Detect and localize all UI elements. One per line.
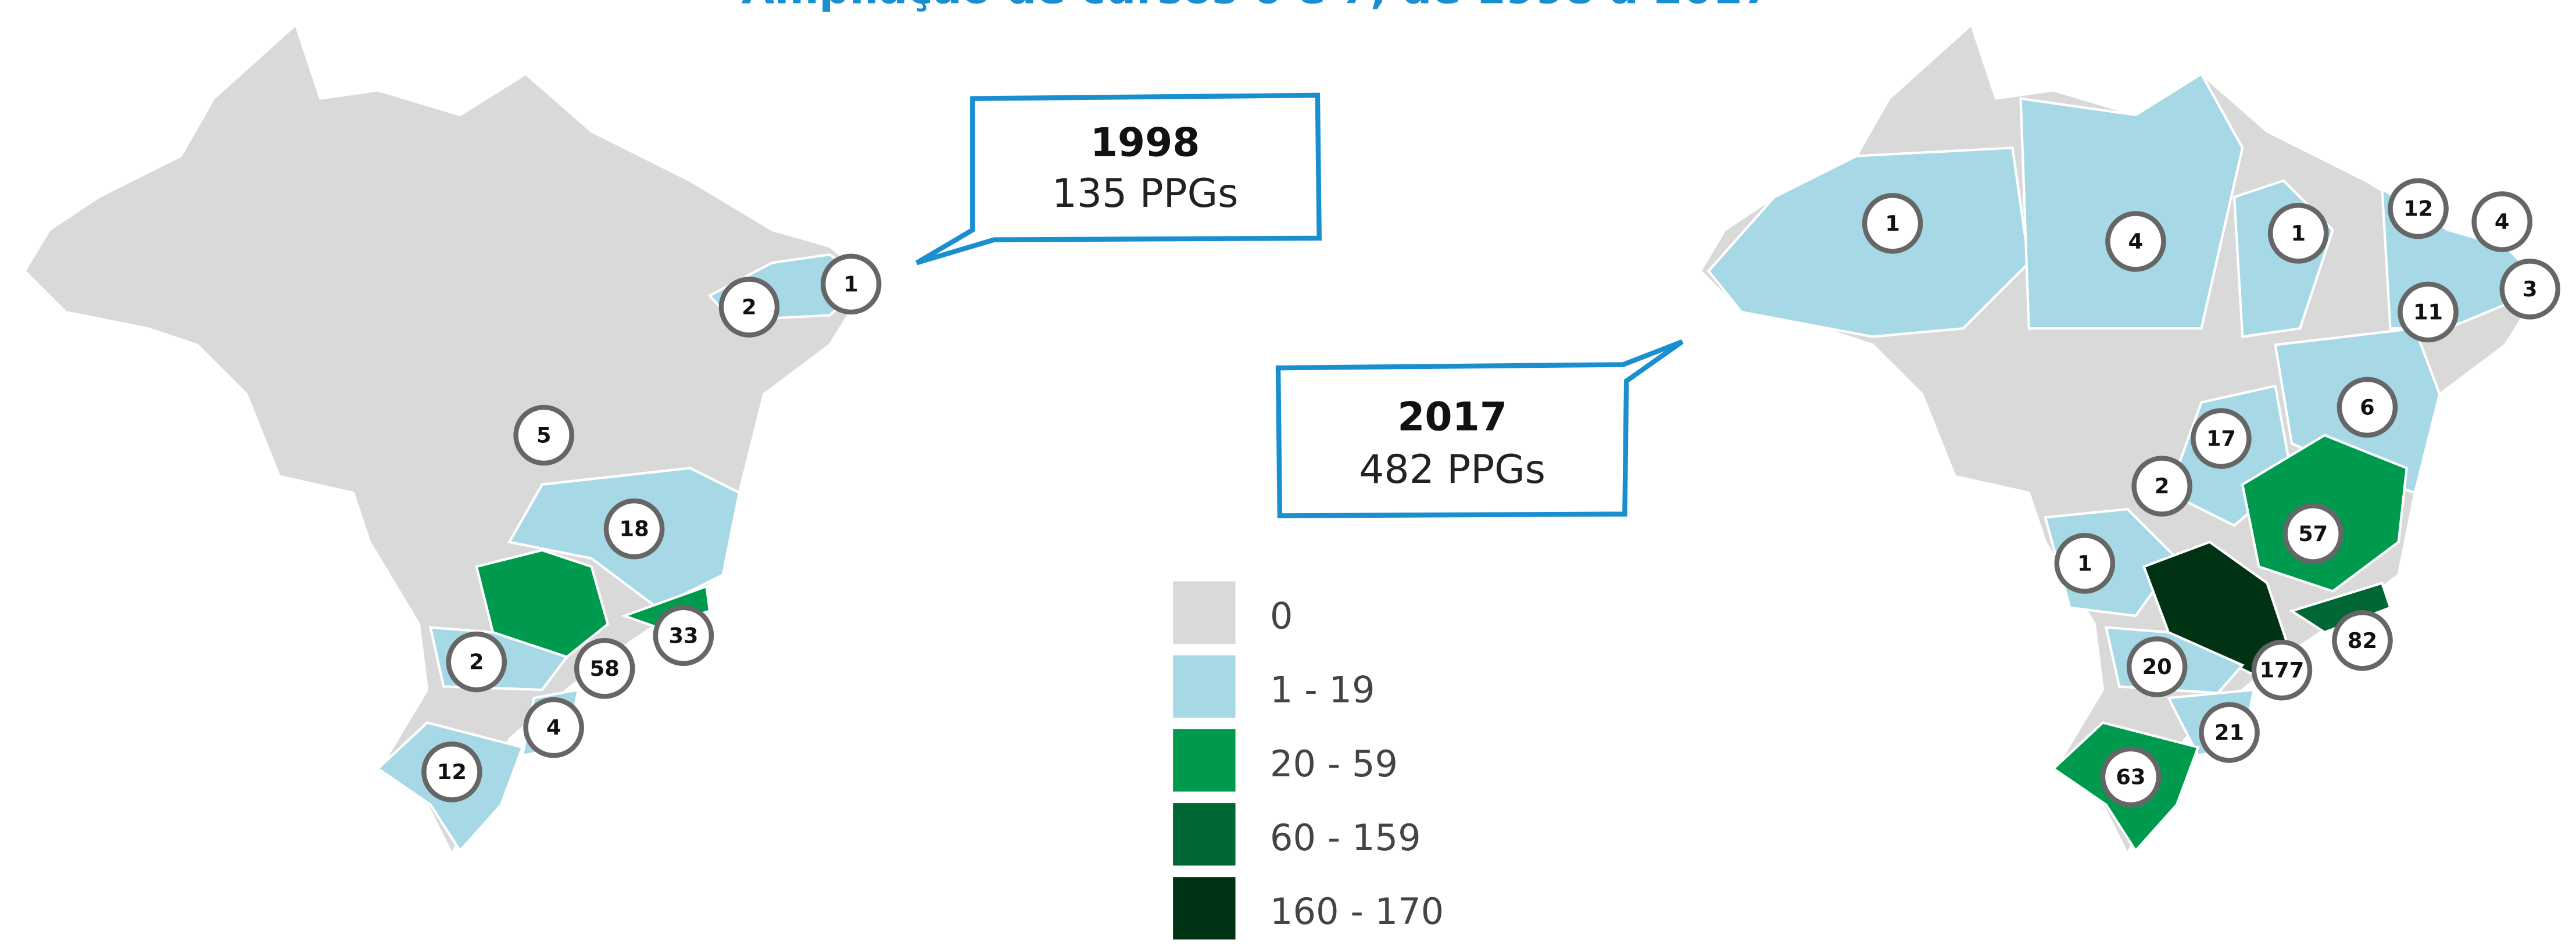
bubble bbox=[2199, 702, 2260, 763]
callout-1998: 1998 135 PPGs bbox=[915, 92, 1322, 266]
bubble bbox=[1862, 193, 1923, 254]
bubble bbox=[2126, 636, 2188, 697]
bubble-label: 1 bbox=[2077, 551, 2092, 576]
state-region bbox=[2288, 581, 2392, 634]
bubble-label: 4 bbox=[2128, 229, 2144, 254]
legend-label: 160 - 170 bbox=[1270, 890, 1444, 933]
bubble-label: 82 bbox=[2348, 628, 2377, 653]
bubble bbox=[421, 741, 482, 802]
legend-swatch bbox=[1173, 729, 1236, 792]
bubble bbox=[2282, 503, 2344, 564]
bubble-label: 5 bbox=[536, 422, 552, 447]
bubble-label: 1 bbox=[843, 271, 858, 296]
bubble-label: 18 bbox=[620, 517, 649, 542]
bubble bbox=[523, 697, 584, 758]
bubble-label: 11 bbox=[2413, 300, 2443, 325]
year: 1998 bbox=[1090, 120, 1200, 166]
bubble-label: 57 bbox=[2298, 521, 2328, 546]
state-region bbox=[2019, 72, 2244, 330]
bubble-label: 12 bbox=[437, 759, 467, 784]
bubble bbox=[2471, 191, 2532, 252]
total: 482 PPGs bbox=[1359, 446, 1545, 492]
title: Ampliação de cursos 6 e 7, de 1998 a 201… bbox=[742, 0, 1772, 14]
bubble-label: 4 bbox=[2495, 209, 2510, 234]
bubble bbox=[2054, 533, 2116, 594]
bubble-label: 2 bbox=[469, 650, 484, 675]
bubble bbox=[2131, 456, 2192, 517]
bubble bbox=[2337, 377, 2398, 438]
bubble-label: 177 bbox=[2260, 658, 2305, 683]
bubble bbox=[574, 638, 635, 699]
bubble-label: 17 bbox=[2206, 426, 2236, 451]
bubble bbox=[653, 605, 714, 666]
legend-swatch bbox=[1173, 877, 1236, 940]
bubble bbox=[513, 404, 574, 466]
bubble-label: 63 bbox=[2116, 764, 2145, 789]
legend-label: 0 bbox=[1270, 594, 1293, 637]
legend-swatch bbox=[1173, 581, 1236, 644]
year: 2017 bbox=[1397, 394, 1507, 440]
bubble-label: 58 bbox=[590, 656, 620, 681]
bubble-label: 1 bbox=[2291, 221, 2306, 246]
legend-label: 1 - 19 bbox=[1270, 669, 1375, 711]
bubble bbox=[2398, 281, 2459, 343]
state-region bbox=[1706, 146, 2030, 338]
bubble bbox=[2332, 610, 2393, 671]
legend-label: 20 - 59 bbox=[1270, 743, 1398, 785]
total: 135 PPGs bbox=[1052, 170, 1239, 216]
bubble-label: 20 bbox=[2142, 654, 2172, 679]
bubble-label: 3 bbox=[2523, 277, 2538, 302]
bubble-label: 2 bbox=[2155, 474, 2170, 499]
bubble bbox=[603, 498, 665, 560]
bubble bbox=[2191, 408, 2252, 469]
bubble bbox=[2499, 259, 2561, 320]
bubble bbox=[820, 253, 882, 315]
bubble bbox=[2100, 746, 2162, 808]
callout-2017: 2017 482 PPGs bbox=[1275, 339, 1684, 518]
bubble bbox=[2267, 203, 2329, 264]
bubble bbox=[2388, 178, 2449, 239]
bubble-label: 6 bbox=[2360, 395, 2375, 420]
bubble-label: 4 bbox=[546, 715, 561, 740]
bubble-label: 12 bbox=[2403, 196, 2433, 221]
bubble bbox=[446, 631, 507, 693]
bubble-label: 1 bbox=[1885, 211, 1900, 236]
country-map bbox=[1698, 22, 2549, 857]
legend-swatch bbox=[1173, 803, 1236, 866]
bubble-label: 21 bbox=[2214, 720, 2244, 745]
bubble-label: 33 bbox=[668, 623, 698, 648]
bubble bbox=[2251, 639, 2313, 701]
legend-label: 60 - 159 bbox=[1270, 816, 1421, 859]
country-map bbox=[23, 22, 872, 857]
bubble bbox=[2105, 211, 2166, 272]
legend-swatch bbox=[1173, 655, 1236, 718]
bubble bbox=[718, 277, 780, 338]
bubble-label: 2 bbox=[742, 295, 757, 320]
